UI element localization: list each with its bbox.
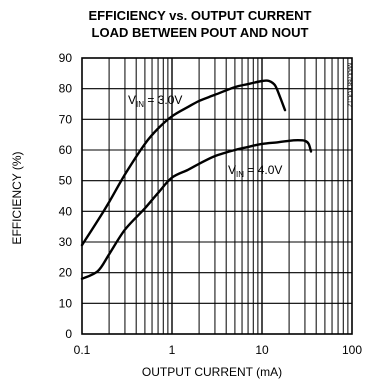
y-axis-label: EFFICIENCY (%) <box>10 151 24 244</box>
y-tick-label: 60 <box>59 143 73 157</box>
data-curves <box>80 79 313 280</box>
y-tick-label: 10 <box>59 296 73 310</box>
tick-labels: 0 10 20 30 40 50 60 70 80 90 0.1 1 10 100 <box>59 51 363 357</box>
annotation-vin-4v-sub: IN <box>236 170 244 179</box>
efficiency-curve-0 <box>80 79 287 247</box>
annotation-vin-4v-base: V <box>228 163 236 177</box>
chart-title: EFFICIENCY vs. OUTPUT CURRENT <box>89 8 312 23</box>
x-tick-label: 1 <box>169 343 176 357</box>
annotation-vin-3v-base: V <box>128 93 136 107</box>
annotation-vin-3v-sub: IN <box>136 100 144 109</box>
annotation-vin-3v: VIN = 3.0V <box>128 93 182 109</box>
y-tick-label: 0 <box>65 327 72 341</box>
y-tick-label: 20 <box>59 266 73 280</box>
y-tick-label: 30 <box>59 235 73 249</box>
part-number: MAX768 TOC12 <box>346 63 352 107</box>
y-tick-label: 40 <box>59 204 73 218</box>
annotation-vin-4v-suffix: = 4.0V <box>244 163 282 177</box>
y-tick-label: 80 <box>59 82 73 96</box>
plot-frame <box>81 57 353 335</box>
y-tick-label: 70 <box>59 112 73 126</box>
efficiency-curve-1 <box>80 139 313 280</box>
x-tick-label: 0.1 <box>74 343 91 357</box>
x-tick-label: 10 <box>255 343 269 357</box>
annotation-vin-4v: VIN = 4.0V <box>228 163 282 179</box>
grid-lines <box>82 58 352 334</box>
y-tick-label: 50 <box>59 174 73 188</box>
x-tick-label: 100 <box>342 343 362 357</box>
chart-subtitle: LOAD BETWEEN POUT AND NOUT <box>92 25 309 40</box>
annotation-vin-3v-suffix: = 3.0V <box>144 93 182 107</box>
x-axis-label: OUTPUT CURRENT (mA) <box>142 365 282 379</box>
y-tick-label: 90 <box>59 51 73 65</box>
